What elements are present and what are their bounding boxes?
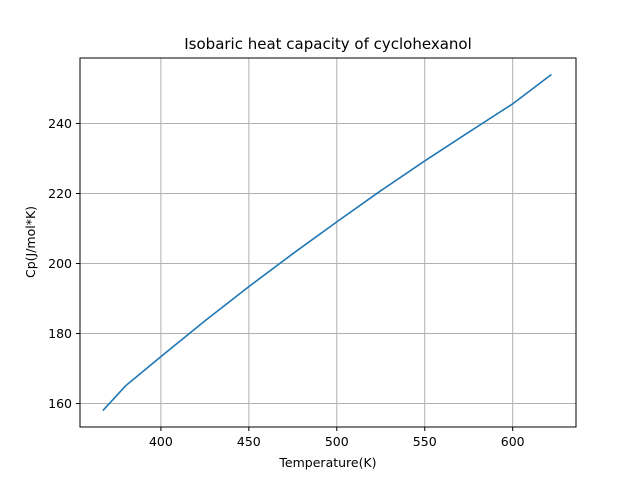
grid [80,58,576,427]
ticks: 400 450 500 550 600 160 180 200 220 240 [48,116,525,449]
x-tick-label: 550 [413,434,437,449]
y-tick-label: 200 [48,256,72,271]
x-tick-label: 450 [237,434,261,449]
chart-title: Isobaric heat capacity of cyclohexanol [184,35,471,53]
series-line [102,73,552,412]
x-axis-label: Temperature(K) [278,455,376,470]
y-tick-label: 240 [48,116,72,131]
x-tick-label: 500 [325,434,349,449]
y-axis-label: Cp(J/mol*K) [23,206,38,278]
series-layer [102,73,552,412]
x-tick-label: 600 [501,434,525,449]
plot-frame [79,57,577,428]
y-tick-label: 180 [48,326,72,341]
y-tick-label: 220 [48,186,72,201]
x-tick-label: 400 [149,434,173,449]
y-tick-label: 160 [48,396,72,411]
